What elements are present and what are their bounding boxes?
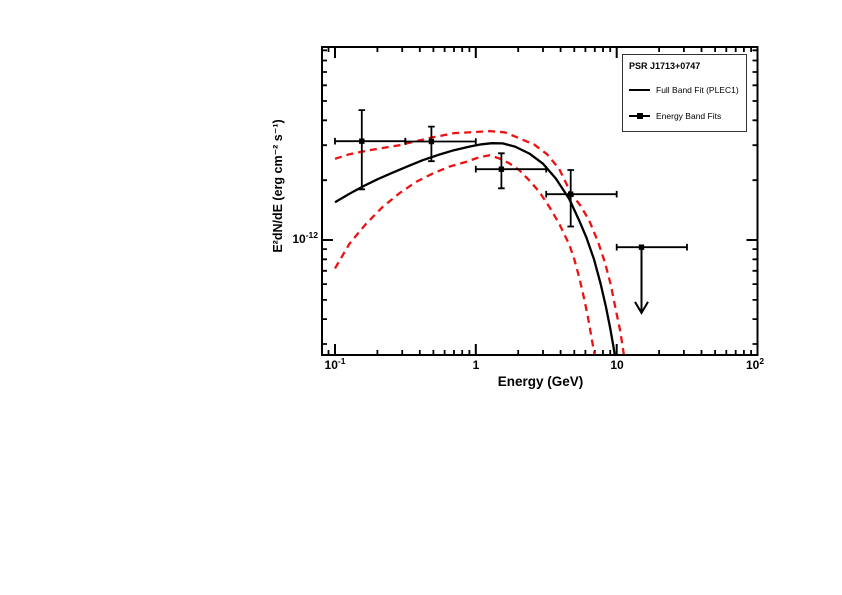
uncertainty-curve-lower [334, 154, 596, 355]
data-point-4-marker [568, 191, 574, 197]
upper-limit-arrow-head [634, 301, 649, 315]
uncertainty-curve-upper [334, 129, 626, 355]
data-point-1-marker [359, 138, 365, 144]
data-point-5-marker [638, 244, 645, 250]
data-point-5-error-bars [615, 243, 688, 251]
x-tick-label-1: 1 [473, 358, 480, 372]
y-tick-exponent: -12 [305, 230, 318, 240]
line-icon [629, 89, 650, 91]
legend-entry-label: Energy Band Fits [656, 111, 722, 121]
fit-curve [334, 142, 616, 355]
data-point-2-marker [428, 138, 435, 145]
x-axis-title: Energy (GeV) [497, 374, 584, 389]
square-marker-line-icon [628, 111, 653, 121]
line-sample-icon [628, 85, 653, 95]
plot-frame [321, 46, 759, 356]
x-tick-exponent: 2 [759, 356, 765, 366]
legend-entry-energy-band-fits: Energy Band Fits [623, 103, 746, 129]
x-tick-base: 10 [610, 358, 624, 372]
legend-entry-full-band-fit: Full Band Fit (PLEC1) [623, 77, 746, 103]
x-tick-base: 10 [745, 358, 760, 372]
x-tick-base: 10 [324, 358, 338, 372]
minor-tick-marks [322, 47, 758, 355]
legend-title: PSR J1713+0747 [629, 61, 701, 71]
y-tick-label-1e-12: 10-12 [278, 230, 318, 246]
x-tick-label-0.1: 10-1 [324, 356, 346, 372]
square-marker-icon [637, 113, 643, 120]
y-axis-title: E²dN/dE (erg cm⁻² s⁻¹) [271, 119, 285, 253]
x-tick-exponent: -1 [337, 356, 346, 366]
x-tick-base: 1 [472, 358, 480, 372]
data-point-4-error-bars [545, 169, 618, 228]
y-tick-base: 10 [292, 232, 306, 246]
x-tick-label-100: 102 [745, 356, 765, 372]
legend-entry-label: Full Band Fit (PLEC1) [656, 85, 739, 95]
data-point-3-marker [498, 166, 505, 172]
x-tick-label-10: 10 [610, 358, 623, 372]
legend-box: PSR J1713+0747 Full Band Fit (PLEC1) Ene… [622, 54, 747, 132]
